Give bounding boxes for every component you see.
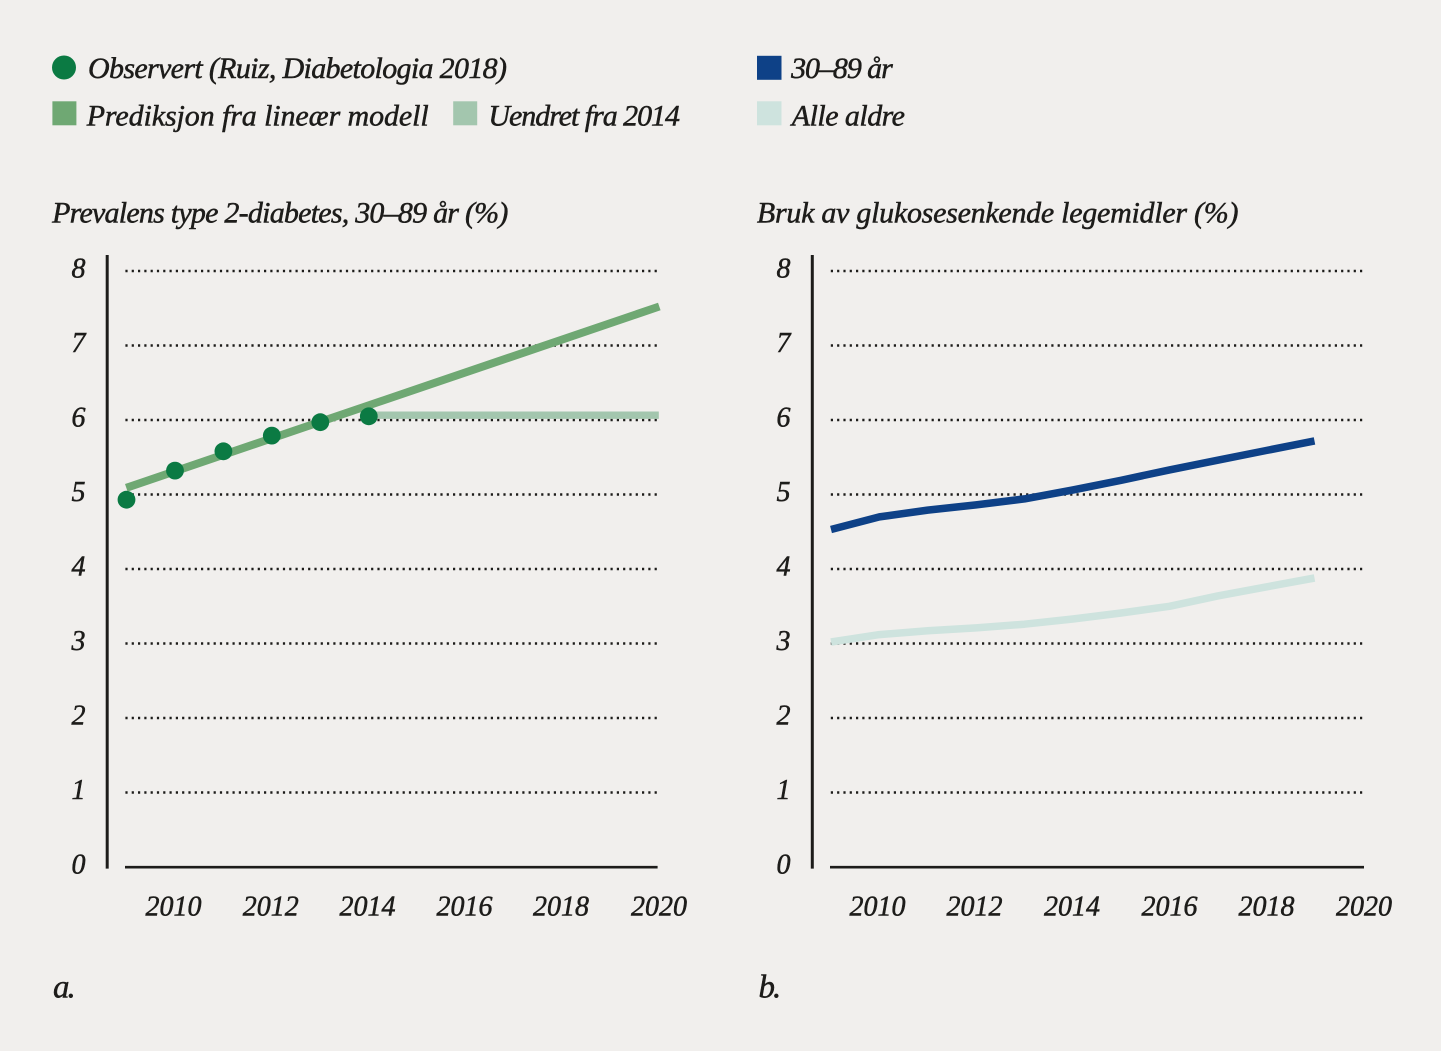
svg-text:b.: b. xyxy=(759,970,782,1006)
svg-text:6: 6 xyxy=(777,403,791,434)
svg-text:8: 8 xyxy=(777,254,791,285)
svg-text:Prediksjon fra lineær modell: Prediksjon fra lineær modell xyxy=(86,99,429,132)
svg-text:3: 3 xyxy=(776,626,791,657)
svg-text:2: 2 xyxy=(777,701,791,732)
svg-text:0: 0 xyxy=(72,850,86,881)
svg-text:5: 5 xyxy=(777,477,791,508)
svg-text:2020: 2020 xyxy=(631,892,687,923)
svg-text:2010: 2010 xyxy=(146,892,202,923)
svg-text:2012: 2012 xyxy=(243,892,299,923)
svg-text:2016: 2016 xyxy=(1142,892,1198,923)
svg-text:7: 7 xyxy=(72,328,87,359)
svg-text:4: 4 xyxy=(72,552,86,583)
svg-text:2: 2 xyxy=(72,701,86,732)
svg-text:2016: 2016 xyxy=(437,892,493,923)
svg-text:2014: 2014 xyxy=(340,892,396,923)
svg-text:1: 1 xyxy=(777,775,791,806)
svg-text:8: 8 xyxy=(72,254,86,285)
svg-text:2014: 2014 xyxy=(1044,892,1100,923)
svg-text:a.: a. xyxy=(53,970,76,1006)
svg-text:6: 6 xyxy=(72,403,86,434)
svg-text:7: 7 xyxy=(777,328,792,359)
svg-text:2010: 2010 xyxy=(850,892,906,923)
svg-text:Bruk av glukosesenkende legemi: Bruk av glukosesenkende legemidler (%) xyxy=(757,197,1239,230)
svg-text:Alle aldre: Alle aldre xyxy=(790,99,905,132)
svg-text:3: 3 xyxy=(71,626,86,657)
svg-text:0: 0 xyxy=(777,850,791,881)
svg-text:Uendret fra 2014: Uendret fra 2014 xyxy=(488,99,680,132)
svg-text:5: 5 xyxy=(72,477,86,508)
svg-text:Observert (Ruiz, Diabetologia: Observert (Ruiz, Diabetologia 2018) xyxy=(88,52,507,85)
svg-text:Prevalens type 2-diabetes, 30–: Prevalens type 2-diabetes, 30–89 år (%) xyxy=(51,197,508,230)
svg-text:2018: 2018 xyxy=(1239,892,1295,923)
svg-text:2012: 2012 xyxy=(947,892,1003,923)
svg-text:2018: 2018 xyxy=(533,892,589,923)
svg-text:4: 4 xyxy=(777,552,791,583)
svg-text:30–89 år: 30–89 år xyxy=(790,52,893,85)
svg-text:1: 1 xyxy=(72,775,86,806)
svg-text:2020: 2020 xyxy=(1336,892,1392,923)
